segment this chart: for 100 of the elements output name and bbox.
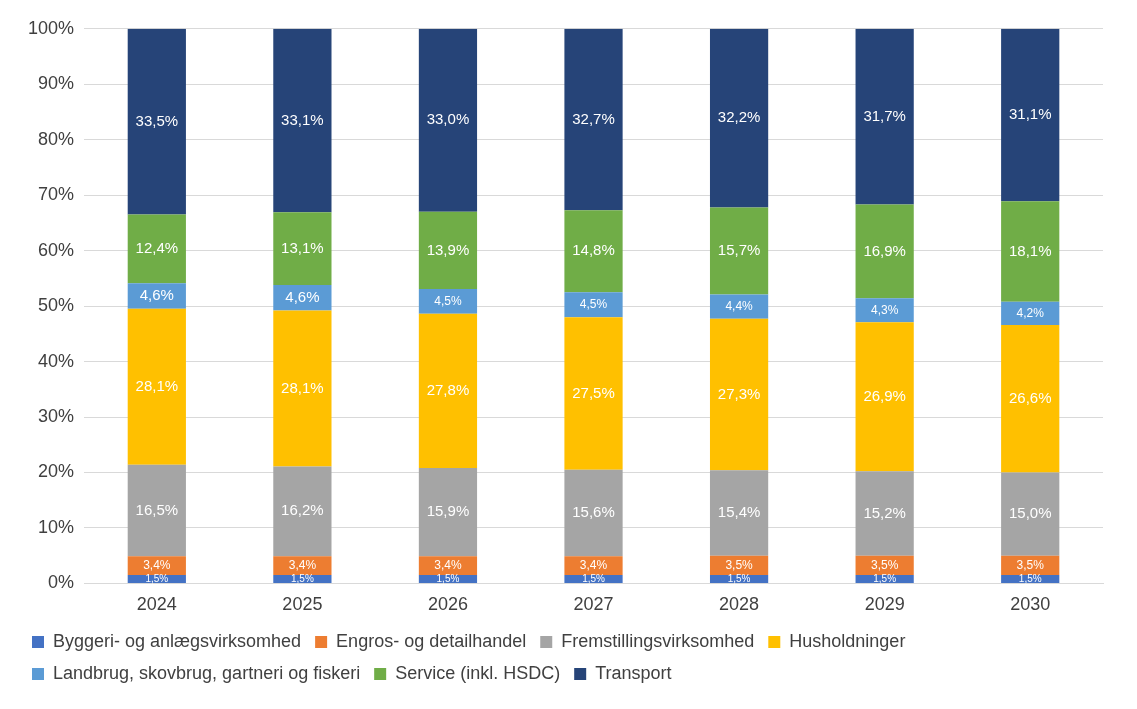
data-label: 3,5% [870,557,899,572]
data-label: 1,5% [873,572,897,584]
data-label: 32,2% [717,108,761,126]
data-label: 16,2% [281,501,324,519]
x-tick-label: 2027 [573,594,614,615]
bar [855,204,914,299]
data-label: 1,5% [436,572,460,584]
bar [273,28,332,213]
bar [418,211,478,289]
legend-label: Byggeri- og anlægsvirksomhed [53,630,302,651]
data-label: 28,1% [135,376,179,394]
data-label: 15,0% [1008,504,1052,522]
y-tick-label: 80% [38,128,75,149]
data-label: 4,6% [139,286,174,304]
bar [127,28,186,215]
y-tick-label: 70% [38,184,75,205]
bar [855,471,914,556]
bar [1001,201,1060,302]
bar [564,28,623,211]
bar [273,310,332,467]
data-label: 13,1% [281,238,324,256]
bar [709,28,769,208]
bar [709,470,769,556]
bar [273,285,332,311]
data-label: 3,5% [725,557,754,572]
data-label: 1,5% [582,572,606,584]
bar [273,212,332,286]
bar [418,288,478,314]
y-tick-label: 0% [48,572,75,593]
data-label: 4,6% [285,287,320,305]
bar [564,210,623,293]
legend-label: Service (inkl. HSDC) [395,662,561,683]
bar [564,317,623,470]
bar [1001,472,1060,556]
x-tick-label: 2026 [427,594,468,615]
y-tick-label: 60% [38,239,75,260]
bar [564,292,623,318]
bar [418,313,478,469]
data-label: 12,4% [135,239,179,257]
data-label: 16,5% [135,500,179,518]
data-label: 4,4% [725,298,754,313]
data-label: 31,1% [1008,105,1052,123]
legend-label: Husholdninger [789,630,906,651]
bar [127,308,186,465]
data-label: 27,5% [572,383,615,401]
data-label: 31,7% [863,106,906,124]
data-label: 18,1% [1008,241,1052,259]
bar [855,322,914,472]
bar [127,464,186,557]
data-label: 4,2% [1016,305,1045,320]
legend-label: Engros- og detailhandel [336,630,527,651]
data-label: 32,7% [572,109,615,127]
legend-label: Transport [595,662,672,683]
data-label: 26,9% [863,386,906,404]
data-label: 16,9% [863,241,906,259]
data-label: 3,4% [434,557,462,572]
data-label: 27,3% [717,384,761,402]
data-label: 3,4% [579,557,608,572]
bar [1001,324,1060,473]
x-tick-label: 2029 [864,594,905,615]
data-label: 1,5% [1018,572,1042,584]
bar [418,468,478,557]
data-label: 3,5% [1016,557,1045,572]
y-tick-label: 100% [27,17,75,38]
data-label: 33,5% [135,111,179,129]
data-label: 14,8% [572,241,615,259]
bar [418,28,478,212]
data-label: 28,1% [281,378,324,396]
data-label: 15,9% [426,502,470,520]
data-label: 27,8% [426,381,470,399]
data-label: 3,4% [288,557,317,572]
legend-label: Landbrug, skovbrug, gartneri og fiskeri [53,662,361,683]
data-label: 33,0% [426,110,470,128]
data-label: 15,4% [717,503,761,521]
data-label: 15,7% [717,241,761,259]
data-label: 3,4% [143,557,171,572]
bar [709,318,769,471]
data-label: 26,6% [1008,388,1052,406]
data-label: 1,5% [290,572,314,584]
data-label: 15,2% [863,503,906,521]
data-label: 4,5% [434,293,462,308]
data-label: 4,5% [579,297,608,312]
x-tick-label: 2028 [719,594,760,615]
data-label: 33,1% [281,110,324,128]
y-tick-label: 20% [38,461,75,482]
y-tick-label: 90% [38,73,75,94]
y-tick-label: 30% [38,405,75,426]
data-label: 1,5% [145,572,169,584]
x-tick-label: 2030 [1010,594,1051,615]
y-tick-label: 50% [38,295,75,316]
data-label: 15,6% [572,503,615,521]
y-tick-label: 10% [38,516,75,537]
bar [273,466,332,557]
data-label: 4,3% [870,302,899,317]
bar [709,294,769,319]
bar [709,207,769,295]
bar [855,28,914,205]
x-tick-label: 2024 [136,594,177,615]
data-label: 13,9% [426,240,470,258]
bar [564,469,623,557]
